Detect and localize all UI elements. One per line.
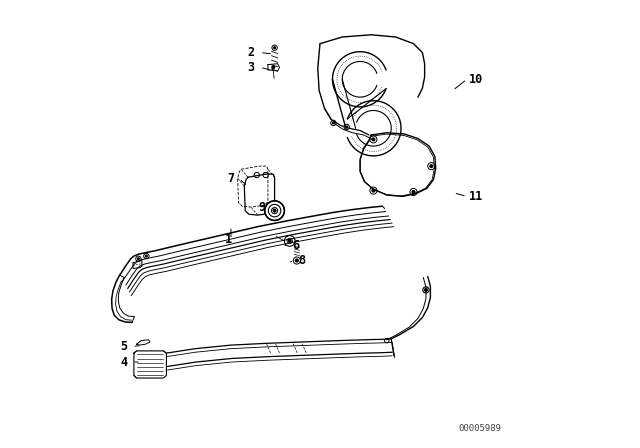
Circle shape bbox=[332, 122, 334, 124]
Circle shape bbox=[424, 289, 428, 291]
Text: 00005989: 00005989 bbox=[459, 424, 502, 433]
Text: 2: 2 bbox=[248, 46, 255, 59]
Text: 6: 6 bbox=[292, 239, 299, 252]
Circle shape bbox=[346, 126, 348, 128]
Text: 3: 3 bbox=[248, 61, 255, 74]
Circle shape bbox=[372, 138, 375, 141]
Circle shape bbox=[265, 201, 284, 220]
Circle shape bbox=[289, 240, 291, 242]
Circle shape bbox=[274, 47, 275, 48]
Circle shape bbox=[296, 259, 298, 262]
Circle shape bbox=[412, 190, 415, 193]
Circle shape bbox=[138, 258, 140, 260]
Circle shape bbox=[372, 189, 375, 192]
Text: 4: 4 bbox=[120, 356, 127, 369]
Circle shape bbox=[273, 209, 276, 212]
Text: 7: 7 bbox=[227, 172, 234, 185]
Circle shape bbox=[430, 165, 433, 168]
Text: 11: 11 bbox=[468, 190, 483, 203]
Text: 8: 8 bbox=[299, 254, 306, 267]
Text: 5: 5 bbox=[120, 340, 127, 353]
Circle shape bbox=[272, 66, 275, 69]
Text: 9: 9 bbox=[259, 201, 266, 214]
Text: 10: 10 bbox=[468, 73, 483, 86]
Circle shape bbox=[145, 255, 147, 257]
Text: 1: 1 bbox=[225, 233, 232, 246]
